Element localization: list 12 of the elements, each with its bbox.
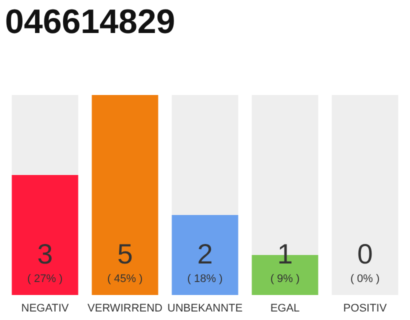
- x-tick-label: VERWIRREND: [88, 302, 163, 314]
- data-label: 0 ( 0% ): [350, 238, 380, 285]
- chart-title: 046614829: [5, 3, 176, 41]
- data-label: 2 ( 18% ): [187, 238, 223, 285]
- data-label: 5 ( 45% ): [107, 238, 143, 285]
- x-tick-label: POSITIV: [343, 302, 388, 314]
- x-tick-label: EGAL: [270, 302, 300, 314]
- x-tick-label: UNBEKANNTE: [167, 302, 243, 314]
- x-tick-label: NEGATIV: [21, 302, 70, 314]
- bar: [92, 95, 158, 295]
- data-label: 3 ( 27% ): [27, 238, 63, 285]
- data-label: 1 ( 9% ): [270, 238, 300, 285]
